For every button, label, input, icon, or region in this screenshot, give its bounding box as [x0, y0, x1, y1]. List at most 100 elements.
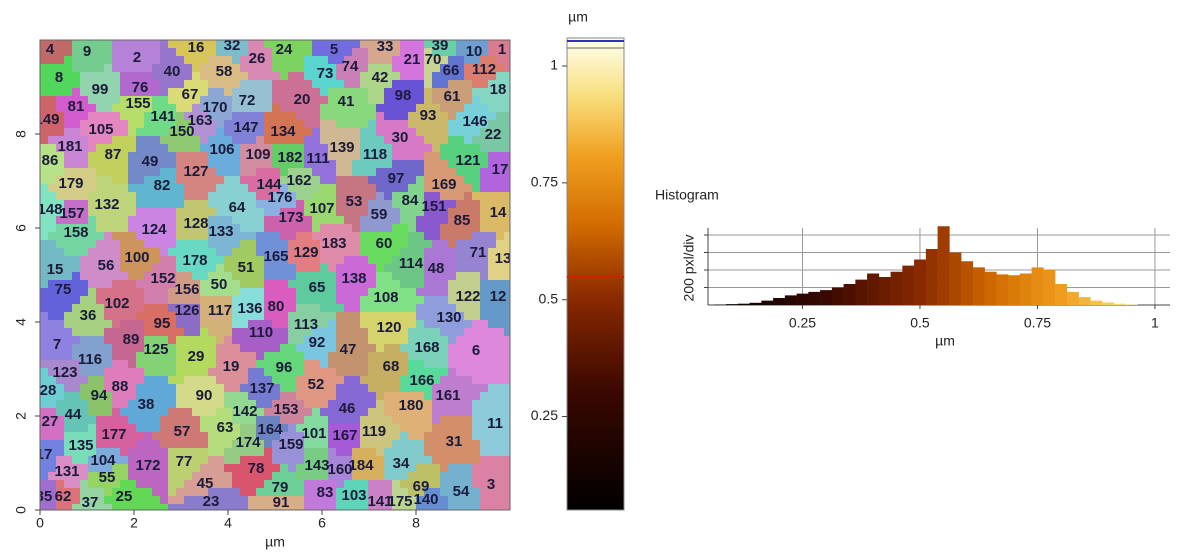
grain-cell	[168, 344, 177, 353]
grain-cell	[480, 104, 489, 113]
grain-cell	[320, 48, 329, 57]
grain-cell	[160, 168, 169, 177]
grain-cell	[240, 376, 249, 385]
grain-cell	[504, 224, 513, 233]
grain-label: 9	[83, 43, 91, 60]
grain-cell	[328, 288, 337, 297]
grain-label: 57	[174, 423, 191, 440]
grain-cell	[48, 88, 57, 97]
grain-cell	[456, 344, 465, 353]
grain-cell	[496, 224, 505, 233]
grain-cell	[288, 112, 297, 121]
grain-cell	[160, 248, 169, 257]
grain-cell	[408, 416, 417, 425]
grain-cell	[256, 264, 265, 273]
grain-cell	[448, 40, 457, 49]
grain-cell	[352, 184, 361, 193]
grain-cell	[496, 448, 505, 457]
grain-cell	[40, 288, 49, 297]
grain-cell	[168, 224, 177, 233]
grain-cell	[488, 344, 497, 353]
grain-cell	[40, 128, 49, 137]
grain-cell	[216, 80, 225, 89]
grain-label: 26	[249, 50, 266, 67]
grain-cell	[152, 240, 161, 249]
grain-cell	[472, 432, 481, 441]
grain-cell	[72, 336, 81, 345]
grain-cell	[416, 312, 425, 321]
grain-cell	[424, 224, 433, 233]
grain-cell	[360, 408, 369, 417]
grain-cell	[280, 80, 289, 89]
grain-cell	[504, 336, 513, 345]
grain-cell	[88, 376, 97, 385]
grain-cell	[208, 320, 217, 329]
grain-label: 155	[125, 95, 150, 112]
grain-cell	[144, 304, 153, 313]
grain-cell	[136, 288, 145, 297]
grain-cell	[408, 168, 417, 177]
grain-cell	[160, 304, 169, 313]
grain-cell	[368, 400, 377, 409]
grain-cell	[352, 224, 361, 233]
grain-cell	[240, 328, 249, 337]
grain-cell	[320, 416, 329, 425]
grain-cell	[184, 192, 193, 201]
grain-cell	[480, 376, 489, 385]
grain-cell	[496, 144, 505, 153]
grain-cell	[448, 48, 457, 57]
grain-cell	[416, 160, 425, 169]
grain-cell	[200, 432, 209, 441]
grain-cell	[336, 288, 345, 297]
grain-cell	[96, 312, 105, 321]
grain-cell	[168, 440, 177, 449]
grain-cell	[168, 408, 177, 417]
grain-cell	[424, 320, 433, 329]
grain-cell	[472, 176, 481, 185]
grain-cell	[496, 456, 505, 465]
grain-label: 165	[263, 248, 288, 265]
grain-cell	[184, 336, 193, 345]
grain-cell	[40, 360, 49, 369]
grain-cell	[488, 384, 497, 393]
grain-cell	[304, 112, 313, 121]
grain-cell	[48, 432, 57, 441]
grain-cell	[96, 48, 105, 57]
grain-cell	[248, 200, 257, 209]
grain-cell	[232, 72, 241, 81]
grain-cell	[288, 472, 297, 481]
grain-cell	[488, 104, 497, 113]
grain-cell	[128, 424, 137, 433]
grain-label: 137	[249, 380, 274, 397]
grain-cell	[144, 504, 153, 513]
grain-cell	[360, 440, 369, 449]
grain-cell	[272, 336, 281, 345]
grain-cell	[168, 96, 177, 105]
grain-label: 85	[454, 212, 471, 229]
grain-cell	[440, 472, 449, 481]
grain-cell	[64, 240, 73, 249]
grain-cell	[304, 136, 313, 145]
grain-cell	[488, 336, 497, 345]
histogram-y-label: 200 pxl/div	[681, 235, 697, 302]
grain-cell	[64, 320, 73, 329]
grain-cell	[248, 72, 257, 81]
grain-cell	[184, 376, 193, 385]
grain-cell	[64, 312, 73, 321]
grain-cell	[120, 72, 129, 81]
grain-cell	[200, 368, 209, 377]
grain-cell	[408, 240, 417, 249]
grain-cell	[440, 424, 449, 433]
grain-cell	[408, 152, 417, 161]
histogram-bar	[879, 277, 891, 305]
grain-cell	[296, 280, 305, 289]
grain-cell	[400, 416, 409, 425]
grain-cell	[280, 344, 289, 353]
grain-cell	[464, 304, 473, 313]
grain-cell	[472, 208, 481, 217]
grain-cell	[416, 168, 425, 177]
grain-cell	[376, 104, 385, 113]
x-tick-label: 4	[224, 515, 232, 531]
grain-cell	[384, 408, 393, 417]
grain-cell	[96, 112, 105, 121]
